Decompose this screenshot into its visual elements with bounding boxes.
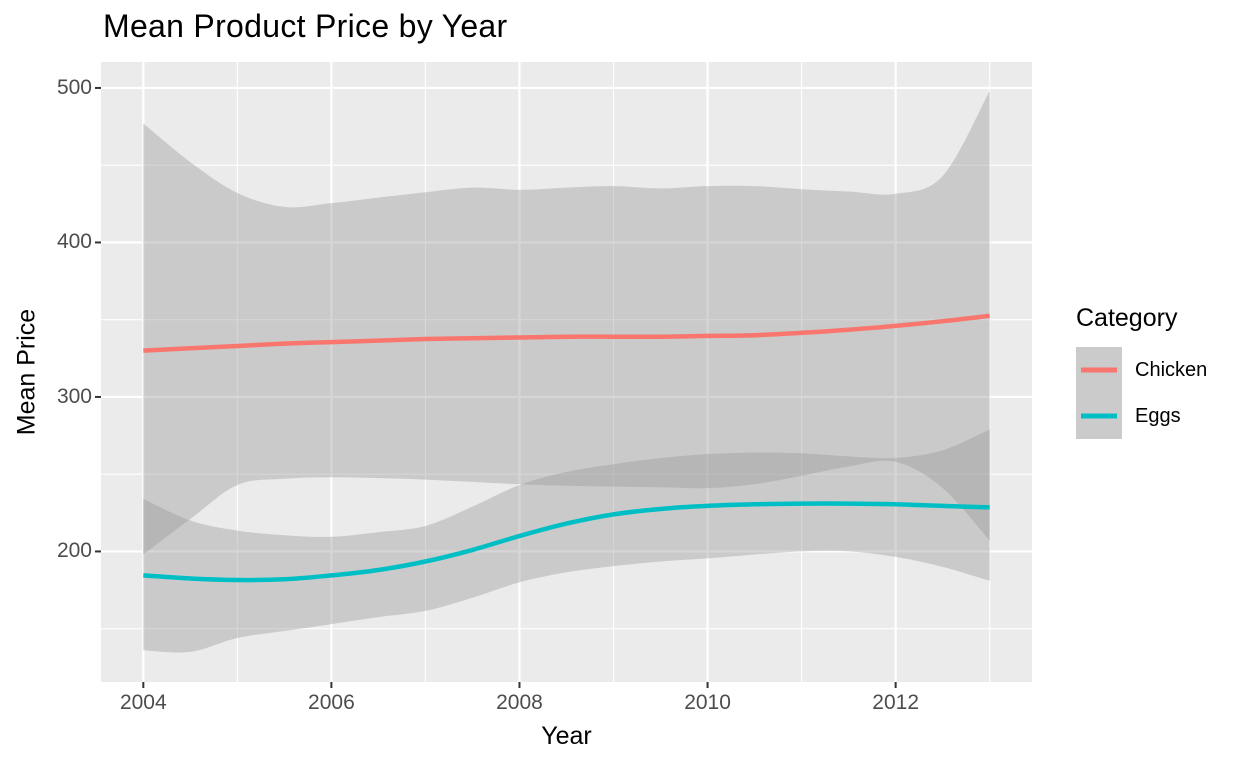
y-tick-label: 400 <box>56 230 92 254</box>
plot-title: Mean Product Price by Year <box>103 8 508 44</box>
legend-title: Category <box>1076 304 1178 332</box>
legend-key-swatch-chicken <box>1076 347 1122 393</box>
legend-line-icon <box>1081 367 1117 373</box>
x-tick-label: 2004 <box>119 691 167 714</box>
x-tick-label: 2010 <box>684 691 731 714</box>
legend-label-eggs: Eggs <box>1135 404 1181 427</box>
y-tick-label: 300 <box>56 384 92 408</box>
y-tick-label: 500 <box>56 75 92 99</box>
y-axis-title: Mean Price <box>12 308 41 436</box>
x-tick-label: 2012 <box>872 691 919 714</box>
legend: Category Chicken Eggs <box>1076 304 1207 439</box>
x-tick-label: 2006 <box>308 691 355 714</box>
legend-items: Chicken Eggs <box>1076 347 1207 439</box>
legend-item-chicken: Chicken <box>1076 347 1207 393</box>
legend-label-chicken: Chicken <box>1135 358 1208 381</box>
legend-key-swatch-eggs <box>1076 393 1122 439</box>
y-tick-label: 200 <box>56 539 92 563</box>
x-axis-title: Year <box>541 722 592 750</box>
x-tick-label: 2008 <box>496 691 543 714</box>
legend-item-eggs: Eggs <box>1076 393 1207 439</box>
legend-line-icon <box>1081 413 1117 419</box>
